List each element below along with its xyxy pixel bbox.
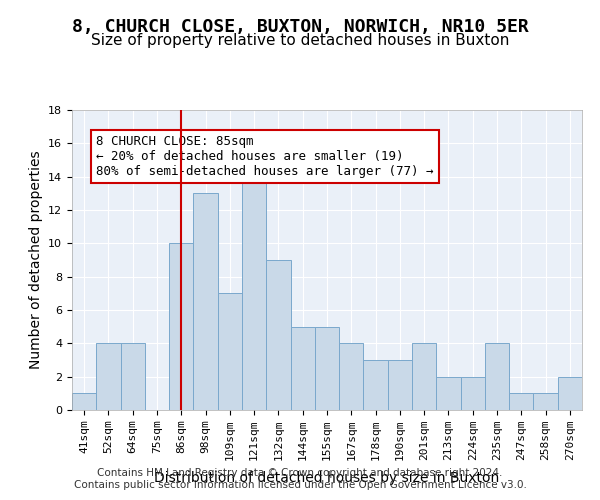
Bar xyxy=(485,344,509,410)
Bar xyxy=(364,360,388,410)
Bar xyxy=(121,344,145,410)
Bar xyxy=(72,394,96,410)
Bar xyxy=(315,326,339,410)
Bar xyxy=(509,394,533,410)
Bar xyxy=(218,294,242,410)
Bar xyxy=(436,376,461,410)
Bar xyxy=(266,260,290,410)
Y-axis label: Number of detached properties: Number of detached properties xyxy=(29,150,43,370)
Bar xyxy=(96,344,121,410)
Bar xyxy=(193,194,218,410)
Text: 8, CHURCH CLOSE, BUXTON, NORWICH, NR10 5ER: 8, CHURCH CLOSE, BUXTON, NORWICH, NR10 5… xyxy=(71,18,529,36)
X-axis label: Distribution of detached houses by size in Buxton: Distribution of detached houses by size … xyxy=(154,472,500,486)
Bar xyxy=(461,376,485,410)
Bar xyxy=(558,376,582,410)
Bar xyxy=(290,326,315,410)
Bar xyxy=(339,344,364,410)
Bar xyxy=(412,344,436,410)
Text: Contains HM Land Registry data © Crown copyright and database right 2024.
Contai: Contains HM Land Registry data © Crown c… xyxy=(74,468,526,490)
Text: 8 CHURCH CLOSE: 85sqm
← 20% of detached houses are smaller (19)
80% of semi-deta: 8 CHURCH CLOSE: 85sqm ← 20% of detached … xyxy=(96,135,434,178)
Bar xyxy=(242,176,266,410)
Text: Size of property relative to detached houses in Buxton: Size of property relative to detached ho… xyxy=(91,32,509,48)
Bar xyxy=(169,244,193,410)
Bar xyxy=(388,360,412,410)
Bar xyxy=(533,394,558,410)
